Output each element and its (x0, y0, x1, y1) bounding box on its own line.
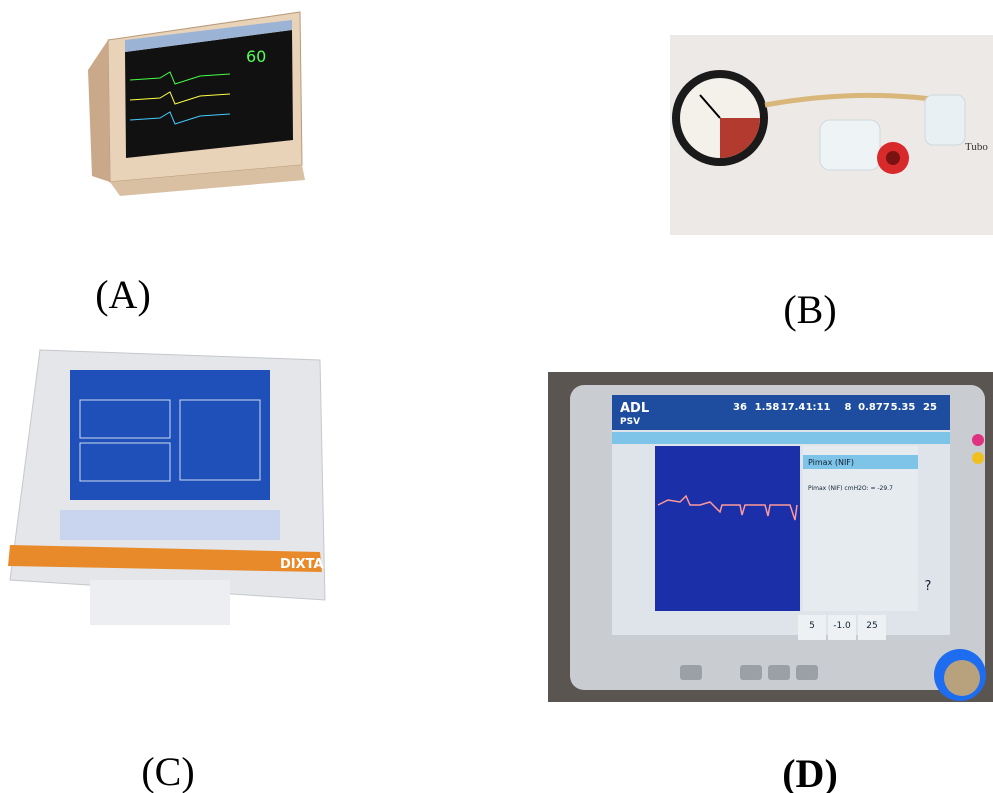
screen-text: 60 (246, 47, 266, 66)
panel-a-image: 60 (88, 12, 305, 196)
screen-text: 36 (733, 402, 747, 413)
photo-text: Tubo (965, 141, 988, 153)
screen-text: Pimax (NIF) cmH2O: = -29.7 (808, 485, 893, 492)
screen-text: 0.877 (858, 402, 890, 413)
screen-text: 25 (923, 402, 937, 413)
screen-text: 1:11 (806, 402, 831, 413)
figure: 60 (A) Tubo (B) DIXTAL (C) ADL PS (0, 0, 993, 793)
screen-text: PSV (620, 417, 640, 427)
screen-text: ? (925, 579, 932, 594)
panel-label: (C) (141, 749, 194, 793)
screen-text: 17.4 (781, 402, 806, 413)
screen-text: 5.35 (891, 402, 916, 413)
screen-text: 5 (809, 621, 815, 631)
panel-label: (D) (782, 751, 838, 793)
screen-text: 8 (845, 402, 852, 413)
screen-text: 1.58 (755, 402, 780, 413)
screen-text: ADL (620, 401, 649, 416)
panel-c-image: DIXTAL (8, 350, 332, 625)
panel-label: (A) (95, 272, 151, 317)
screen-text: Pimax (NIF) (808, 458, 854, 467)
panel-b-image: Tubo (670, 35, 993, 235)
photo-text: DIXTAL (280, 557, 332, 572)
screen-text: -1.0 (833, 621, 851, 631)
panel-d-image: ADL PSV 36 1.58 17.4 1:11 8 0.877 5.35 2… (548, 372, 993, 702)
panel-label: (B) (783, 287, 836, 332)
screen-text: 25 (866, 621, 877, 631)
